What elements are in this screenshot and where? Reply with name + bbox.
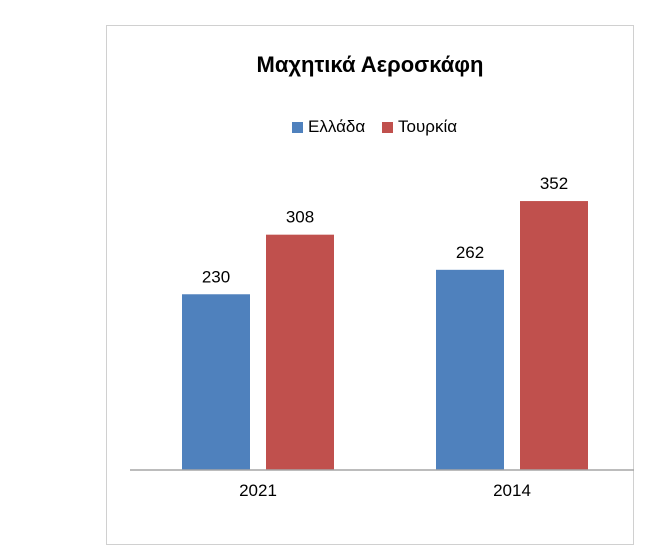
legend-entry-series-0: Ελλάδα <box>292 116 365 138</box>
plot-area: 230 308 2021 262 352 2014 <box>130 174 634 500</box>
x-tick-label-2021: 2021 <box>239 481 277 500</box>
chart-title: Μαχητικά Αεροσκάφη <box>256 52 484 77</box>
legend-swatch-series-0 <box>292 121 303 133</box>
legend-label-series-0: Ελλάδα <box>308 117 366 136</box>
legend-swatch-series-1 <box>382 121 393 133</box>
x-tick-label-2014: 2014 <box>493 481 531 500</box>
bar-2021-series-0 <box>182 294 250 470</box>
legend-label-series-1: Τουρκία <box>398 117 458 136</box>
data-label-2014-series-0: 262 <box>456 243 484 262</box>
data-label-2021-series-1: 308 <box>286 208 314 227</box>
bar-2014-series-1 <box>520 201 588 470</box>
legend: Ελλάδα Τουρκία <box>106 116 634 138</box>
bar-2014-series-0 <box>436 269 504 470</box>
legend-entry-series-1: Τουρκία <box>382 116 457 138</box>
data-label-2014-series-1: 352 <box>540 174 568 193</box>
data-label-2021-series-0: 230 <box>202 267 230 286</box>
bar-2021-series-1 <box>266 234 334 470</box>
